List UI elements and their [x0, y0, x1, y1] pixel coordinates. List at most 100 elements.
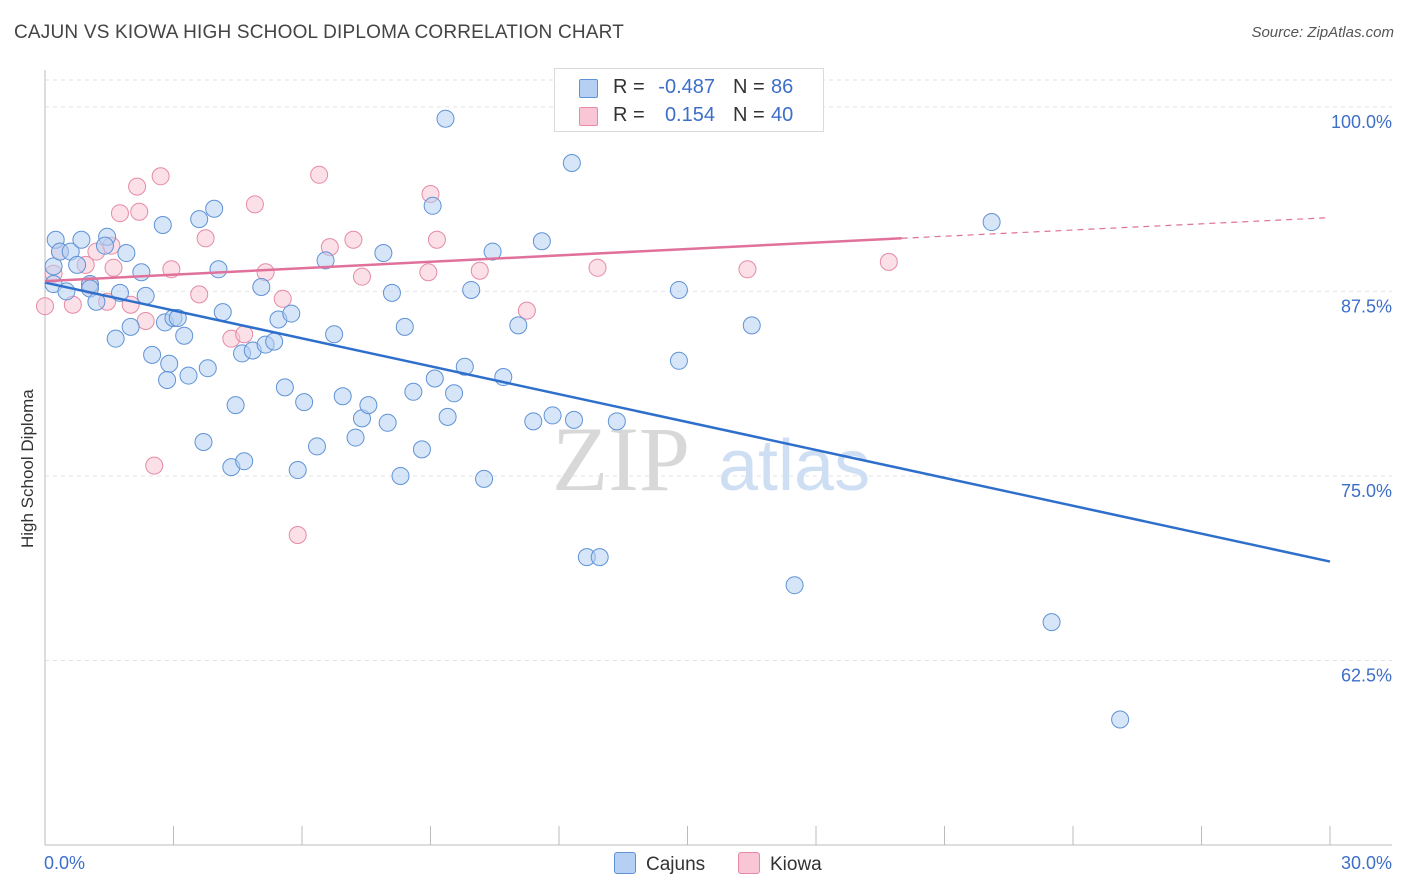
cajun-point [295, 393, 314, 412]
cajuns-n-value: 86 [771, 76, 794, 98]
kiowa-point [128, 177, 147, 196]
cajuns-trend-line [44, 281, 1331, 563]
cajun-point [374, 244, 393, 263]
stats-legend: R = -0.487 N = 86 R = 0.154 N = 40 [554, 68, 824, 132]
y-tick-label: 87.5% [1341, 296, 1392, 316]
source-label: Source: ZipAtlas.com [1251, 24, 1394, 41]
cajun-point [282, 304, 301, 323]
tick-labels: 62.5% 75.0% 87.5% 100.0% 0.0% 30.0% [44, 112, 1392, 873]
cajun-point [143, 345, 162, 364]
cajun-point [194, 433, 213, 451]
cajun-point [462, 280, 481, 299]
cajun-point [333, 387, 352, 406]
kiowa-swatch [579, 107, 598, 126]
cajun-point [607, 412, 626, 431]
cajun-point [359, 396, 378, 415]
bottom-legend-kiowa: Kiowa [738, 852, 822, 876]
cajun-point [121, 317, 140, 336]
cajun-point [532, 232, 551, 251]
cajun-point [378, 413, 397, 432]
cajun-point [72, 230, 91, 249]
kiowa-point [419, 263, 438, 282]
cajun-point [265, 332, 284, 351]
cajun-point [475, 469, 494, 488]
cajun-point [175, 326, 194, 345]
y-tick-label: 62.5% [1341, 665, 1392, 685]
cajun-point [106, 329, 125, 348]
legend-row-kiowa: R = 0.154 N = 40 [555, 101, 823, 129]
cajun-point [391, 466, 410, 485]
kiowa-point [151, 167, 170, 186]
cajuns-r-label: R = [613, 76, 645, 98]
cajun-point [275, 378, 294, 397]
cajun-point [669, 280, 688, 299]
x-tick-label: 0.0% [44, 853, 85, 873]
kiowa-point [427, 230, 446, 249]
y-axis-label: High School Diploma [18, 389, 37, 548]
kiowa-point [344, 230, 363, 249]
cajun-point [209, 260, 228, 279]
bottom-kiowa-swatch [738, 852, 760, 874]
cajun-point [412, 440, 431, 459]
kiowa-point [196, 229, 215, 248]
chart-title: CAJUN VS KIOWA HIGH SCHOOL DIPLOMA CORRE… [14, 22, 625, 43]
kiowa-point [588, 258, 607, 277]
cajun-point [742, 316, 761, 335]
cajun-point [252, 278, 271, 296]
cajun-point [325, 325, 344, 344]
cajuns-swatch [579, 79, 598, 98]
cajun-point [1042, 613, 1061, 632]
cajun-point [590, 548, 609, 567]
grid-lines [45, 79, 1392, 661]
cajun-point [982, 213, 1001, 232]
cajun-point [316, 251, 335, 270]
cajun-point [395, 317, 414, 336]
kiowa-point [104, 258, 123, 277]
kiowa-point [352, 267, 371, 286]
cajun-point [158, 371, 177, 389]
trend-lines [44, 217, 1331, 563]
kiowa-point [110, 204, 129, 223]
cajun-point [445, 384, 464, 403]
cajun-point [117, 244, 136, 263]
cajun-point [168, 309, 187, 327]
kiowa-point [36, 297, 54, 316]
kiowa-point [310, 165, 329, 184]
cajun-point [95, 236, 114, 255]
x-tick-label: 30.0% [1341, 853, 1392, 873]
y-tick-label: 75.0% [1341, 481, 1392, 501]
kiowa-point [145, 456, 164, 475]
cajun-point [179, 366, 198, 385]
y-tick-label: 100.0% [1331, 112, 1392, 132]
watermark-atlas: atlas [718, 426, 870, 506]
watermark: ZIP atlas [552, 408, 870, 510]
kiowa-point [288, 526, 307, 544]
kiowa-point [245, 195, 264, 214]
cajun-point [136, 286, 155, 305]
cajun-point [132, 263, 151, 282]
cajun-point [213, 303, 232, 322]
cajun-point [68, 255, 87, 274]
kiowa-point [130, 202, 149, 221]
kiowa-point [190, 285, 209, 304]
cajun-point [307, 437, 326, 456]
bottom-legend-cajuns: Cajuns [614, 852, 705, 876]
cajun-point [235, 452, 254, 471]
kiowa-n-label: N = [733, 104, 765, 126]
cajun-point [153, 216, 172, 234]
cajuns-n-label: N = [733, 76, 765, 98]
cajun-point [190, 210, 209, 229]
legend-row-cajuns: R = -0.487 N = 86 [555, 73, 823, 101]
cajun-point [483, 242, 502, 261]
cajun-point [438, 407, 457, 426]
kiowa-point [517, 301, 536, 320]
cajun-point [288, 461, 307, 480]
cajun-point [346, 428, 365, 447]
cajun-point [543, 406, 562, 425]
kiowa-point [470, 261, 489, 280]
cajun-point [382, 283, 401, 302]
bottom-kiowa-label: Kiowa [770, 854, 822, 875]
kiowa-point [738, 260, 757, 279]
cajun-point [198, 359, 217, 378]
